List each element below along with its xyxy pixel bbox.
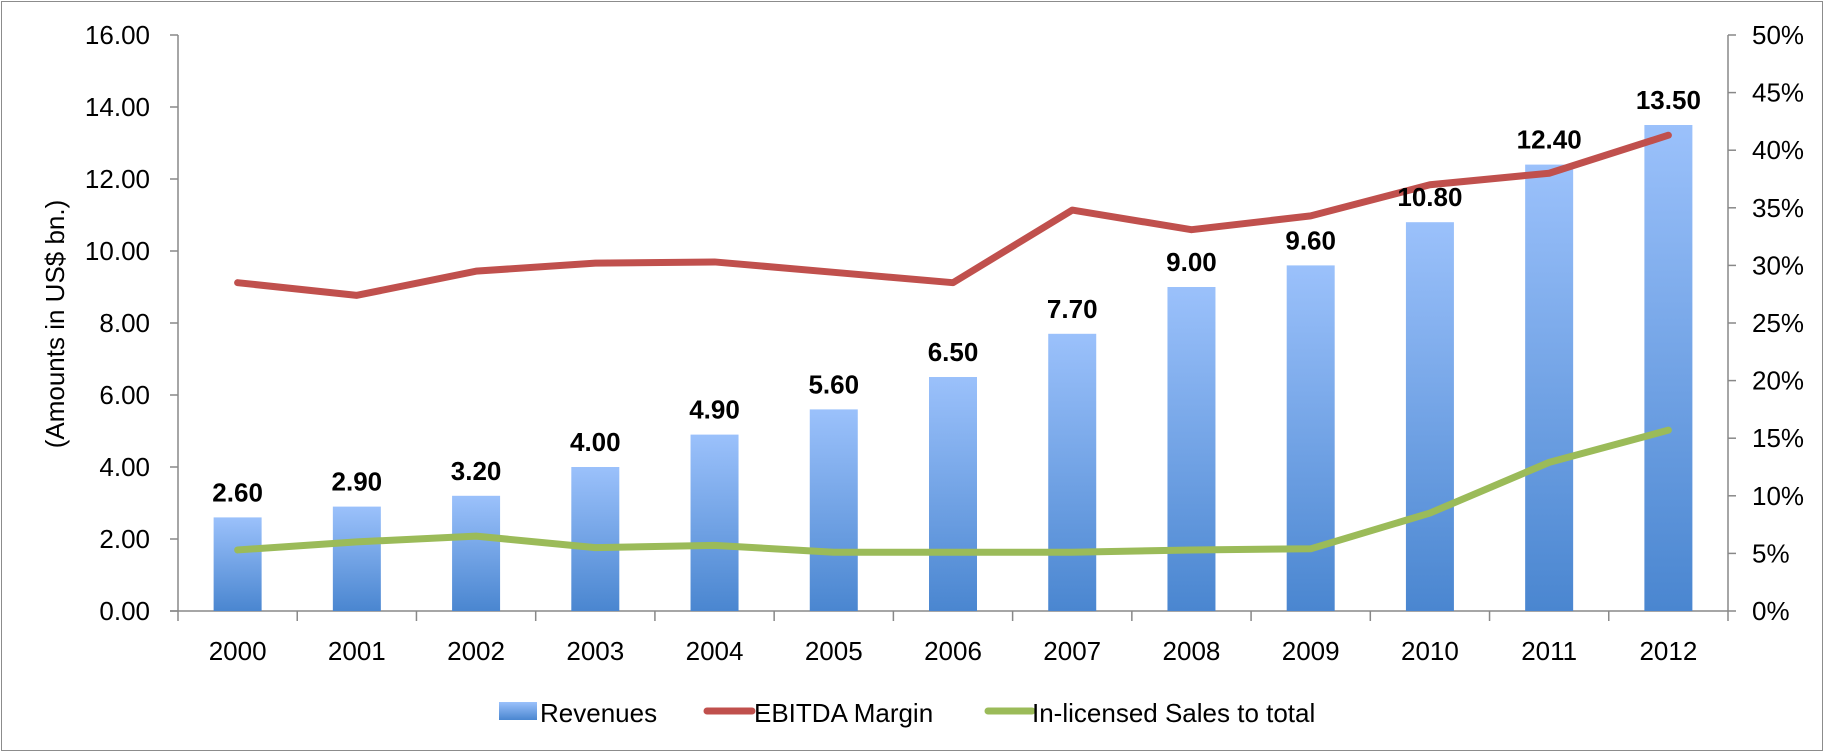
revenue-bar — [810, 409, 858, 611]
right-axis-tick-label: 5% — [1752, 538, 1790, 568]
revenue-data-label: 2.90 — [332, 467, 383, 497]
left-axis-tick-label: 14.00 — [85, 92, 150, 122]
x-axis-tick-label: 2010 — [1401, 636, 1459, 666]
right-axis-tick-label: 45% — [1752, 78, 1804, 108]
revenue-bar — [1525, 165, 1573, 611]
x-axis-tick-label: 2003 — [566, 636, 624, 666]
revenue-bar — [1048, 334, 1096, 611]
revenue-data-label: 12.40 — [1517, 125, 1582, 155]
revenue-data-label: 10.80 — [1397, 182, 1462, 212]
x-axis-tick-label: 2008 — [1163, 636, 1221, 666]
revenue-bar — [1644, 125, 1692, 611]
legend-label-ebitda-margin: EBITDA Margin — [754, 698, 933, 728]
revenue-data-label: 6.50 — [928, 337, 979, 367]
revenue-bar — [1287, 265, 1335, 611]
x-axis-tick-label: 2004 — [686, 636, 744, 666]
revenue-bar — [333, 507, 381, 611]
left-axis-tick-label: 8.00 — [99, 308, 150, 338]
right-axis-tick-label: 25% — [1752, 308, 1804, 338]
left-y-axis: 0.00 2.00 4.00 6.00 8.00 10.00 12.00 14.00 16.00 — [85, 20, 178, 626]
right-axis-tick-label: 35% — [1752, 193, 1804, 223]
right-axis-tick-label: 10% — [1752, 481, 1804, 511]
right-axis-tick-label: 30% — [1752, 250, 1804, 280]
x-axis: 2000 2001 2002 2003 2004 2005 2006 2007 2008 2009… — [170, 611, 1728, 666]
x-axis-tick-label: 2009 — [1282, 636, 1340, 666]
x-axis-tick-label: 2000 — [209, 636, 267, 666]
right-axis-tick-label: 15% — [1752, 423, 1804, 453]
left-axis-tick-label: 16.00 — [85, 20, 150, 50]
legend-swatch-revenues — [499, 702, 537, 720]
left-axis-title: (Amounts in US$ bn.) — [40, 200, 70, 449]
revenue-bar — [1167, 287, 1215, 611]
x-axis-tick-label: 2006 — [924, 636, 982, 666]
x-axis-tick-label: 2011 — [1521, 636, 1577, 666]
x-axis-tick-label: 2007 — [1043, 636, 1101, 666]
revenue-data-label: 4.90 — [689, 395, 740, 425]
x-axis-tick-label: 2002 — [447, 636, 505, 666]
x-axis-tick-label: 2001 — [328, 636, 386, 666]
left-axis-tick-label: 2.00 — [99, 524, 150, 554]
revenue-bar — [571, 467, 619, 611]
revenue-bar — [691, 435, 739, 611]
revenue-data-label: 9.60 — [1285, 225, 1336, 255]
left-axis-tick-label: 0.00 — [99, 596, 150, 626]
left-axis-tick-label: 4.00 — [99, 452, 150, 482]
revenue-bar — [452, 496, 500, 611]
revenue-data-label: 4.00 — [570, 427, 621, 457]
legend: Revenues EBITDA Margin In-licensed Sales… — [499, 698, 1315, 728]
right-axis-tick-label: 20% — [1752, 366, 1804, 396]
x-axis-tick-label: 2012 — [1639, 636, 1697, 666]
left-axis-tick-label: 6.00 — [99, 380, 150, 410]
left-axis-tick-label: 10.00 — [85, 236, 150, 266]
right-axis-tick-label: 0% — [1752, 596, 1790, 626]
left-axis-tick-label: 12.00 — [85, 164, 150, 194]
revenue-data-label: 13.50 — [1636, 85, 1701, 115]
right-axis-tick-label: 40% — [1752, 135, 1804, 165]
right-y-axis: 0% 5% 10% 15% 20% 25% 30% 35% 40% 45% 50% — [1728, 20, 1804, 626]
revenue-data-label: 5.60 — [808, 369, 859, 399]
right-axis-tick-label: 50% — [1752, 20, 1804, 50]
revenue-data-label: 2.60 — [212, 477, 263, 507]
revenue-data-label: 9.00 — [1166, 247, 1217, 277]
legend-label-revenues: Revenues — [540, 698, 657, 728]
revenue-bar — [929, 377, 977, 611]
legend-label-in-licensed-sales: In-licensed Sales to total — [1032, 698, 1315, 728]
revenue-bar — [214, 517, 262, 611]
revenue-bar — [1406, 222, 1454, 611]
revenue-data-label: 3.20 — [451, 456, 502, 486]
x-axis-tick-label: 2005 — [805, 636, 863, 666]
revenue-data-label: 7.70 — [1047, 294, 1098, 324]
